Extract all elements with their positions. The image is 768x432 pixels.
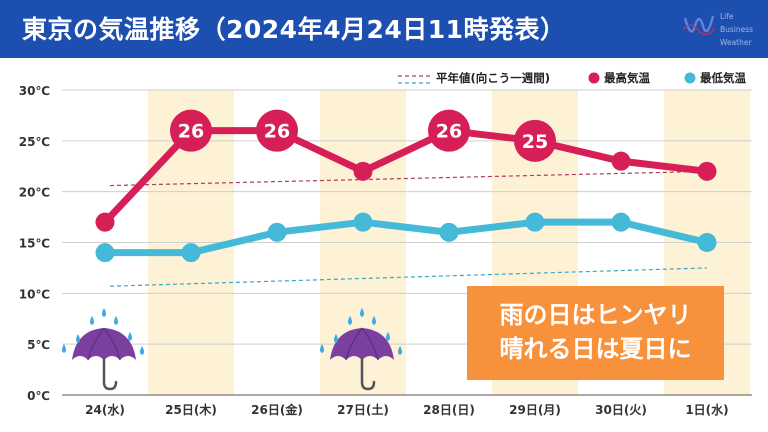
weather-note: 雨の日はヒンヤリ 晴れる日は夏日に xyxy=(467,286,724,380)
umbrella-canopy xyxy=(72,328,136,360)
x-tick-label: 26日(金) xyxy=(251,402,303,417)
high-temp-data-label: 25 xyxy=(522,131,548,153)
brand-logo: Life Business Weather xyxy=(682,8,762,52)
high-temp-point xyxy=(256,109,298,152)
y-tick-label: 10℃ xyxy=(19,287,50,301)
rain-drop xyxy=(360,308,364,317)
rain-drop xyxy=(386,332,390,341)
high-temp-point xyxy=(170,109,212,152)
high-temp-data-label: 26 xyxy=(178,121,204,143)
high-temp-point xyxy=(697,161,717,181)
low-temp-point xyxy=(95,243,115,263)
legend-high-label: 最高気温 xyxy=(604,71,650,85)
high-temp-data-label: 26 xyxy=(264,121,290,143)
high-temp-point xyxy=(353,161,373,181)
x-tick-label: 30日(火) xyxy=(595,403,647,417)
rain-drop xyxy=(398,346,402,355)
rain-drop xyxy=(102,308,106,317)
rain-drop xyxy=(348,316,352,325)
y-tick-label: 15℃ xyxy=(19,237,50,251)
high-temp-point xyxy=(611,151,631,171)
logo-line-1: Life xyxy=(720,12,734,21)
high-temp-data-label: 26 xyxy=(436,121,462,143)
normal-high-line xyxy=(109,170,708,187)
legend-normal-label: 平年値(向こう一週間) xyxy=(436,71,550,85)
wave-w-icon xyxy=(682,15,716,36)
page-title: 東京の気温推移（2024年4月24日11時発表） xyxy=(22,15,566,44)
low-temp-point xyxy=(181,243,201,263)
note-line-2: 晴れる日は夏日に xyxy=(499,335,692,363)
y-tick-label: 20℃ xyxy=(19,186,50,200)
umbrella-ribs xyxy=(345,327,379,361)
normal-low-line xyxy=(109,267,708,287)
y-tick-label: 5℃ xyxy=(27,338,50,352)
umbrella-handle xyxy=(360,356,376,391)
high-temp-point xyxy=(514,119,556,162)
legend-low-swatch xyxy=(684,72,696,84)
low-temp-point xyxy=(439,222,459,242)
header-bar: 東京の気温推移（2024年4月24日11時発表） Life Business W… xyxy=(0,0,768,58)
umbrella-ribs xyxy=(87,327,121,361)
logo-text: Life Business Weather xyxy=(720,10,753,49)
y-tick-label: 30℃ xyxy=(19,84,50,98)
note-line-1: 雨の日はヒンヤリ xyxy=(499,301,692,329)
rain-drop xyxy=(76,334,80,343)
x-tick-label: 28日(日) xyxy=(423,403,475,417)
rain-drop xyxy=(320,344,324,353)
temperature-chart: 0℃ 5℃ 10℃ 15℃ 20℃ 25℃ 30℃ 24(水) 25日(木) 26日(金) 27日(… xyxy=(19,71,752,417)
legend-low-label: 最低気温 xyxy=(700,71,746,85)
x-tick-label: 25日(木) xyxy=(165,402,217,417)
y-tick-label: 25℃ xyxy=(19,135,50,149)
umbrella-handle xyxy=(102,356,118,391)
rain-drop xyxy=(90,316,94,325)
umbrella-rain-icon xyxy=(320,308,402,391)
low-temp-line xyxy=(101,218,711,257)
low-temp-point xyxy=(353,212,373,232)
rain-drop xyxy=(114,316,118,325)
x-tick-label: 24(水) xyxy=(85,402,125,417)
low-temp-point xyxy=(525,212,545,232)
x-tick-label: 1日(水) xyxy=(685,402,728,417)
rain-drop xyxy=(334,334,338,343)
rain-drop xyxy=(62,344,66,353)
high-temp-point xyxy=(95,212,115,232)
rain-drop xyxy=(140,346,144,355)
rain-drop xyxy=(128,332,132,341)
logo-line-2: Business xyxy=(720,25,754,34)
logo-line-3: Weather xyxy=(720,38,752,47)
legend-high-swatch xyxy=(588,72,600,84)
low-temp-point xyxy=(267,222,287,242)
low-temp-point xyxy=(697,233,717,252)
umbrella-canopy xyxy=(330,328,394,360)
umbrella-rain-icon xyxy=(62,308,144,391)
low-temp-point xyxy=(611,212,631,232)
x-tick-label: 29日(月) xyxy=(509,403,561,417)
rain-drop xyxy=(372,316,376,325)
high-temp-point xyxy=(428,109,470,152)
y-tick-label: 0℃ xyxy=(27,389,50,403)
x-tick-label: 27日(土) xyxy=(337,402,389,417)
